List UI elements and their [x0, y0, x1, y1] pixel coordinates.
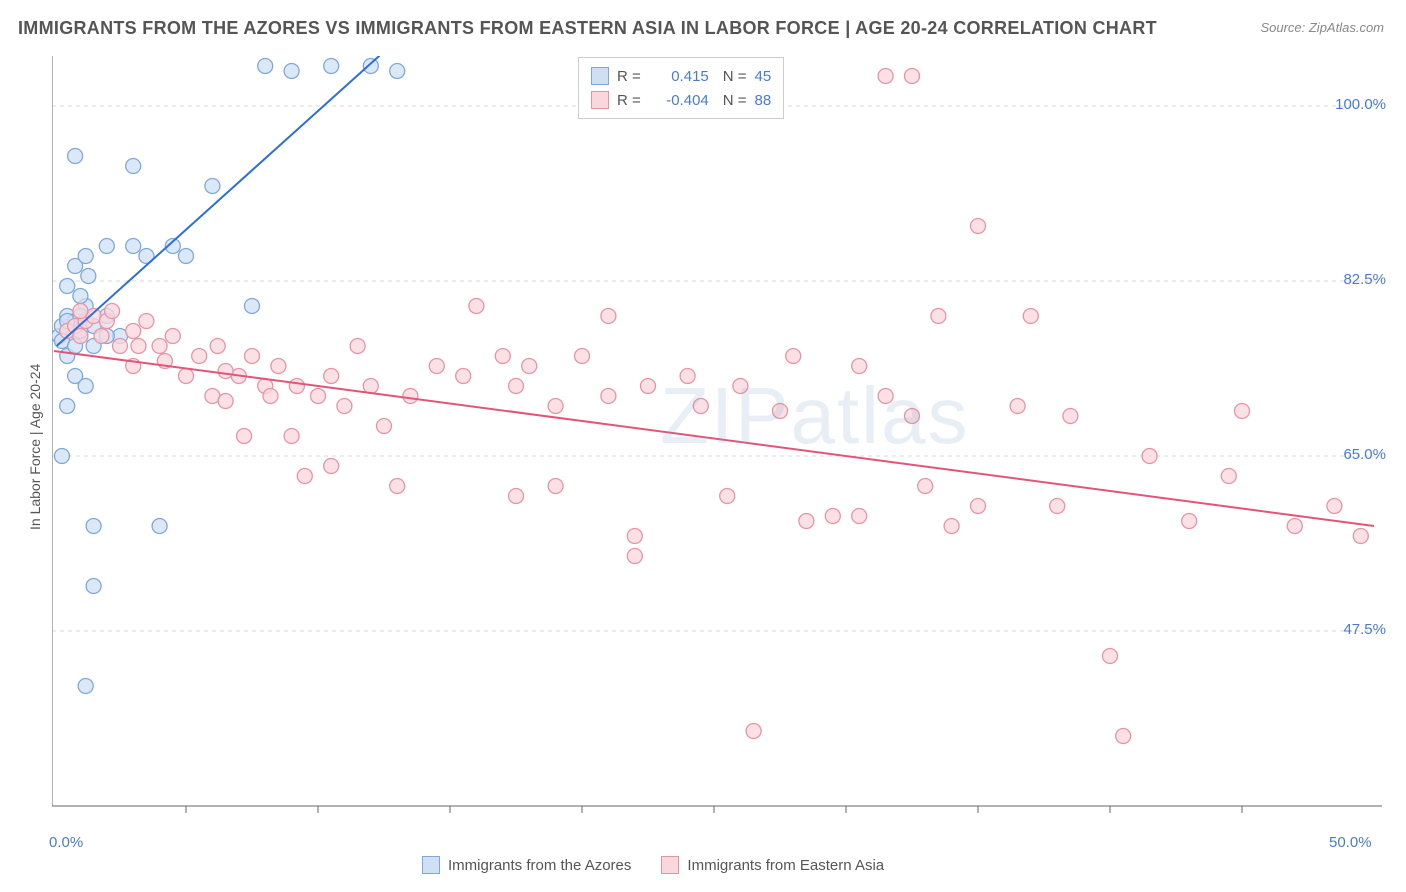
legend-n-value: 45 [755, 68, 772, 85]
series-name: Immigrants from the Azores [448, 857, 631, 874]
legend-r-label: R = [617, 68, 641, 85]
series-name: Immigrants from Eastern Asia [687, 857, 884, 874]
series-legend-item-azores: Immigrants from the Azores [422, 856, 631, 874]
legend-swatch [591, 91, 609, 109]
series-legend-item-easia: Immigrants from Eastern Asia [661, 856, 884, 874]
chart-title: IMMIGRANTS FROM THE AZORES VS IMMIGRANTS… [18, 18, 1157, 39]
y-axis-label: In Labor Force | Age 20-24 [27, 364, 43, 530]
y-tick-label: 100.0% [1335, 96, 1386, 113]
y-tick-label: 65.0% [1343, 446, 1386, 463]
y-tick-label: 82.5% [1343, 271, 1386, 288]
legend-n-label: N = [723, 92, 747, 109]
legend-swatch [591, 67, 609, 85]
legend-n-value: 88 [755, 92, 772, 109]
scatter-plot [52, 56, 1382, 816]
legend-r-value: -0.404 [649, 92, 709, 109]
legend-n-label: N = [723, 68, 747, 85]
y-tick-label: 47.5% [1343, 621, 1386, 638]
x-tick-label: 50.0% [1329, 834, 1372, 851]
legend-r-label: R = [617, 92, 641, 109]
legend-row-easia: R = -0.404 N = 88 [591, 88, 771, 112]
x-tick-label: 0.0% [49, 834, 83, 851]
legend-row-azores: R = 0.415 N = 45 [591, 64, 771, 88]
source-attribution: Source: ZipAtlas.com [1260, 20, 1384, 35]
correlation-legend: R = 0.415 N = 45 R = -0.404 N = 88 [578, 57, 784, 119]
series-legend: Immigrants from the Azores Immigrants fr… [422, 856, 884, 874]
legend-swatch [422, 856, 440, 874]
legend-r-value: 0.415 [649, 68, 709, 85]
legend-swatch [661, 856, 679, 874]
